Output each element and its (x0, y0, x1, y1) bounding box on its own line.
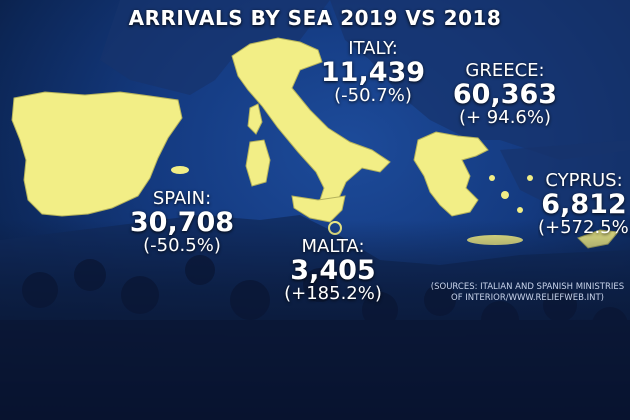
source-line-2: OF INTERIOR/WWW.RELIEFWEB.INT) (451, 293, 604, 304)
spain-shape (11, 91, 183, 217)
crowd-silhouettes (0, 255, 630, 420)
italy-name: ITALY: (348, 38, 398, 59)
france-landmass (100, 0, 330, 95)
source-note: (SOURCES: ITALIAN AND SPANISH MINISTRIES… (425, 282, 630, 304)
cyprus-label: CYPRUS: 6,812 (+572.5%) (538, 172, 630, 238)
malta-value: 3,405 (290, 254, 376, 286)
greece-change: (+ 94.6%) (458, 107, 552, 129)
greece-label: GREECE: 60,363 (+ 94.6%) (440, 60, 570, 129)
turkey-landmass (500, 140, 630, 215)
aegean-island (517, 207, 523, 213)
spain-name: SPAIN: (152, 188, 212, 209)
sardinia-shape (245, 139, 271, 187)
balearic-islands-shape (171, 166, 189, 174)
italy-shape (231, 37, 391, 213)
cyprus-change: (+572.5%) (538, 217, 630, 239)
italy-label: ITALY: 11,439 (-50.7%) (318, 38, 428, 107)
aegean-island (501, 191, 509, 199)
cyprus-value: 6,812 (541, 188, 627, 220)
malta-label: MALTA: 3,405 (+185.2%) (278, 236, 388, 305)
aegean-island (489, 175, 495, 181)
spain-label: SPAIN: 30,708 (-50.5%) (122, 188, 242, 257)
malta-name: MALTA: (301, 236, 365, 257)
italy-change: (-50.7%) (334, 85, 412, 107)
balkans-landmass (330, 0, 630, 160)
corsica-shape (247, 103, 263, 135)
italy-value: 11,439 (320, 56, 426, 88)
greece-name: GREECE: (465, 60, 545, 81)
sicily-shape (291, 195, 346, 223)
source-line-1: (SOURCES: ITALIAN AND SPANISH MINISTRIES (430, 282, 625, 292)
spain-value: 30,708 (129, 206, 235, 238)
spain-change: (-50.5%) (143, 235, 221, 257)
greece-value: 60,363 (452, 78, 558, 110)
cyprus-name: CYPRUS: (545, 172, 623, 191)
greece-shape (413, 131, 489, 217)
malta-change: (+185.2%) (284, 283, 382, 305)
aegean-island (527, 175, 533, 181)
chart-title: ARRIVALS BY SEA 2019 VS 2018 (128, 6, 502, 30)
